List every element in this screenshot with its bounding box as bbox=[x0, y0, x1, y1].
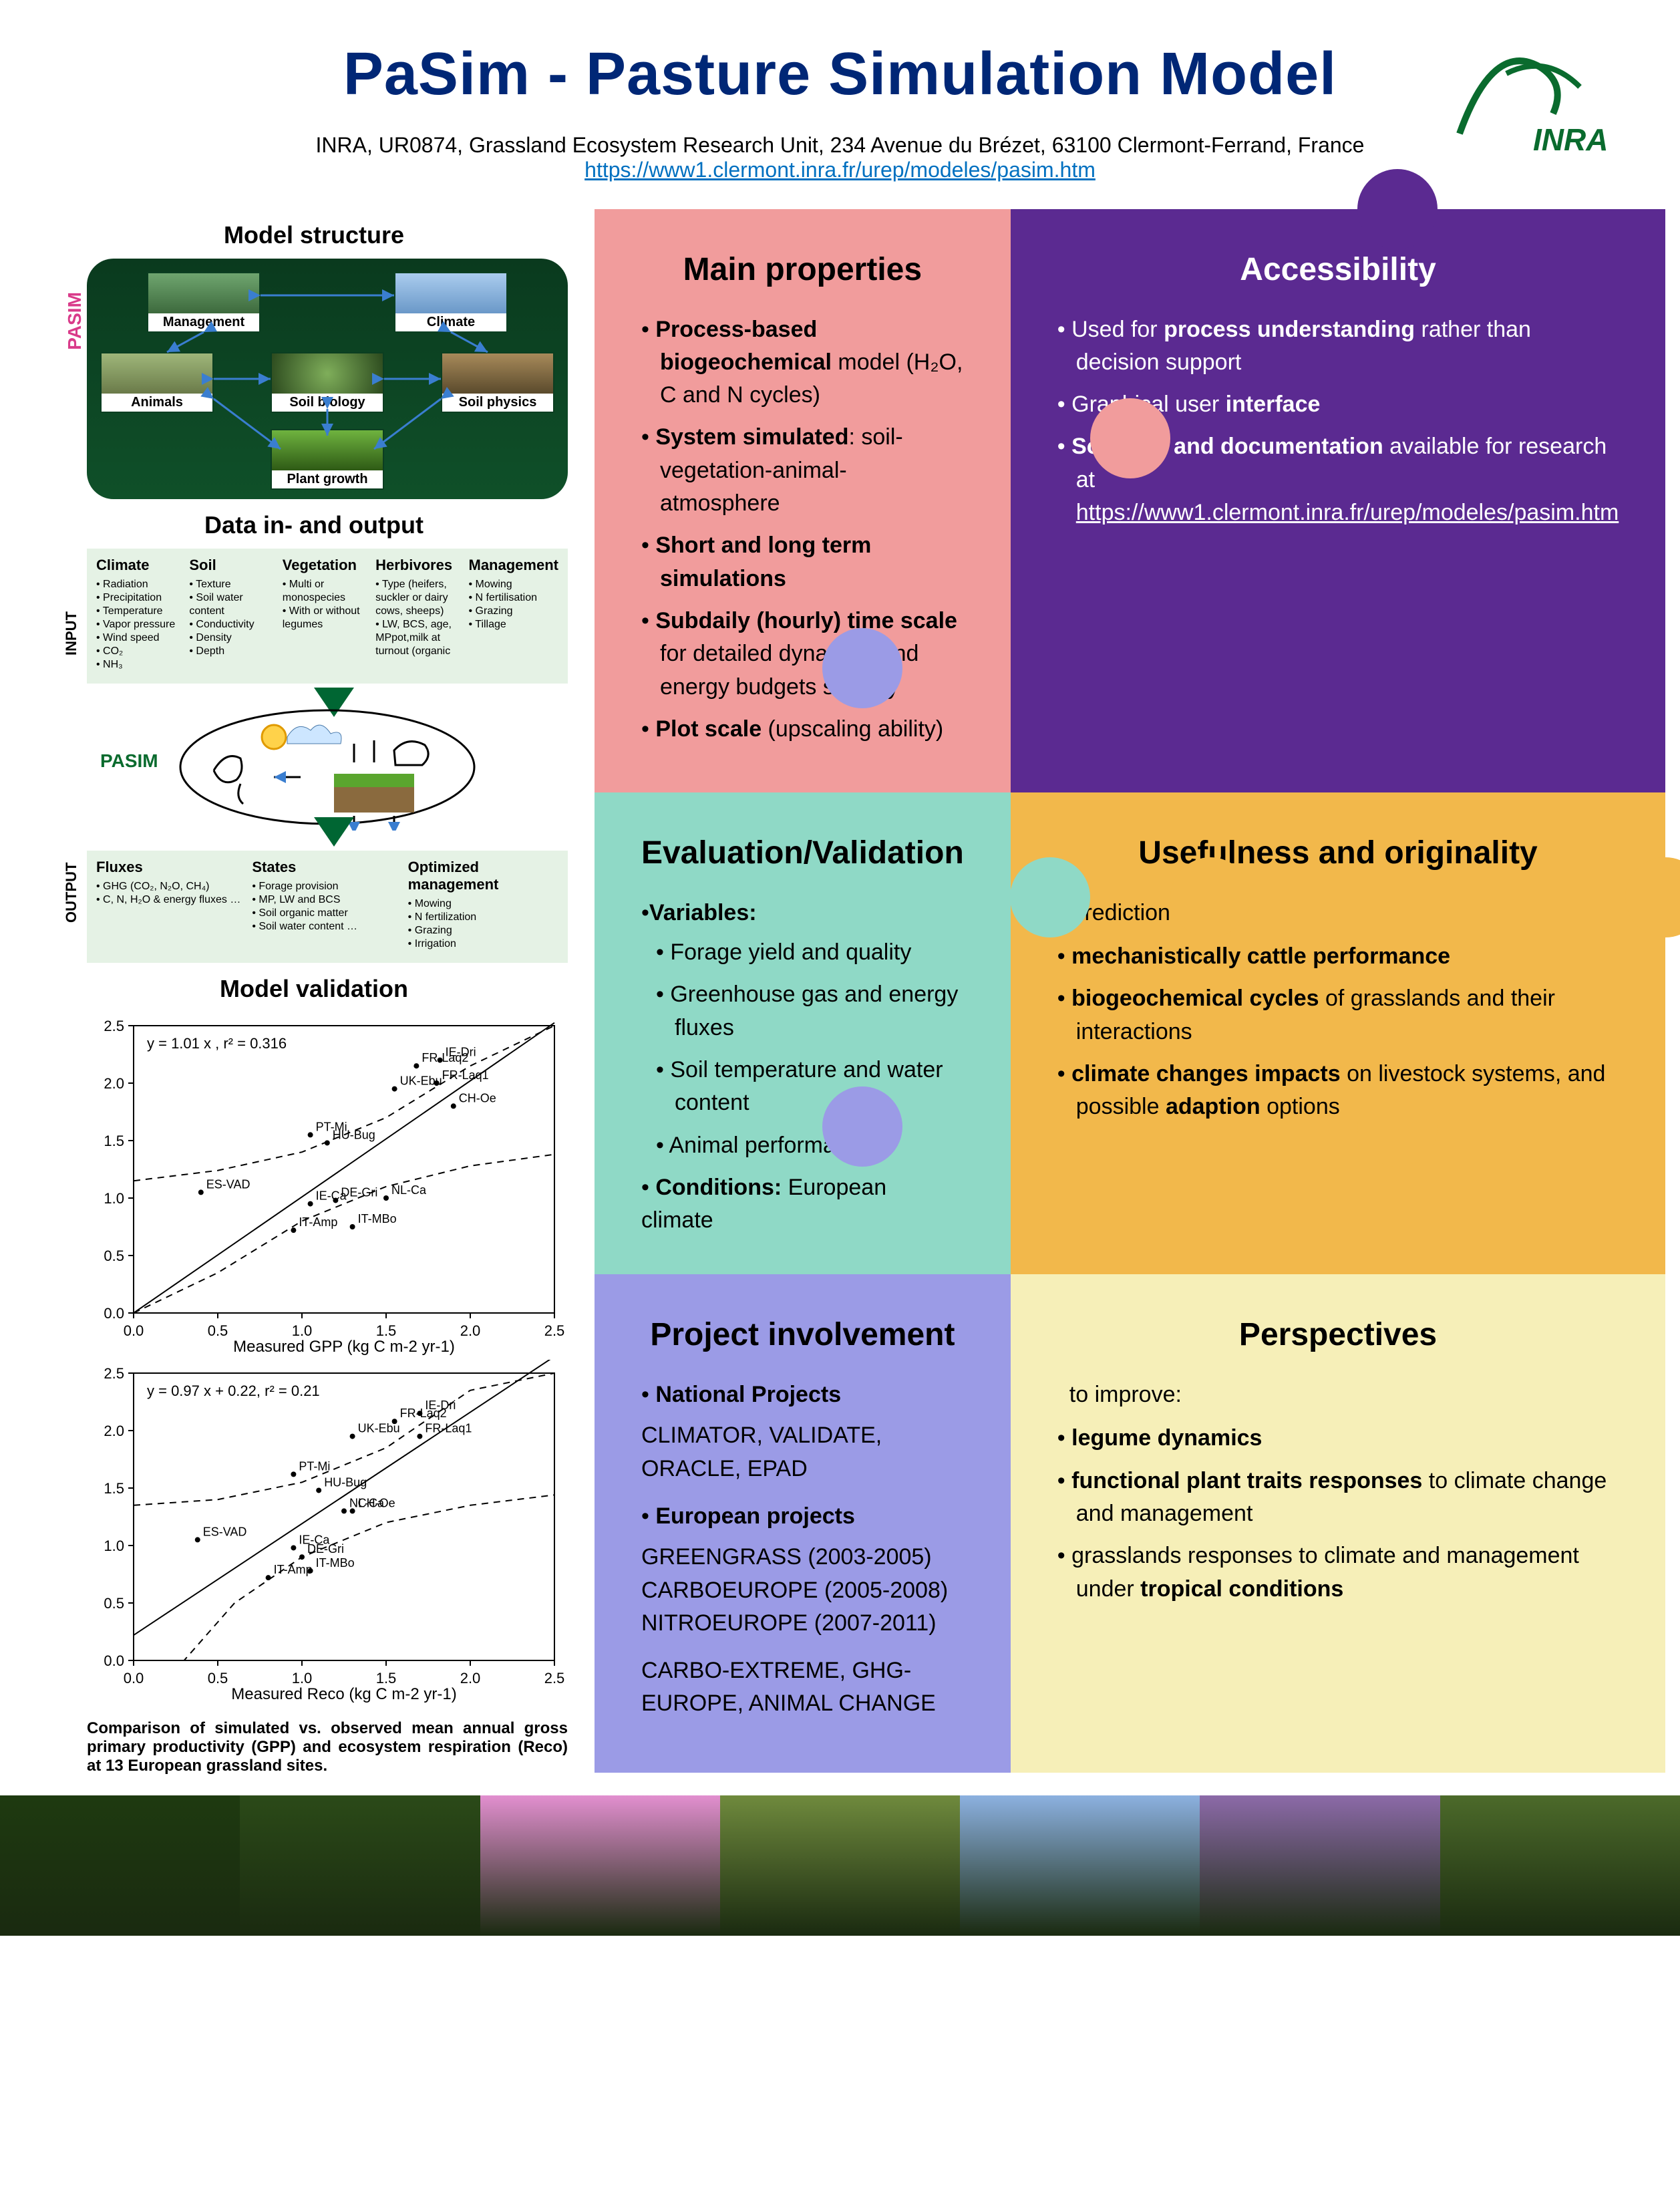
page-title: PaSim - Pasture Simulation Model bbox=[60, 40, 1620, 109]
puzzle-accessibility: AccessibilityUsed for process understand… bbox=[1011, 209, 1666, 792]
puzzle-projects: Project involvement• National ProjectsCL… bbox=[595, 1274, 1011, 1772]
svg-text:0.5: 0.5 bbox=[208, 1322, 228, 1339]
io-middle: PASIM bbox=[87, 684, 568, 851]
svg-text:IT-Amp: IT-Amp bbox=[274, 1563, 313, 1576]
output-band: Fluxes• GHG (CO₂, N₂O, CH₄)• C, N, H₂O &… bbox=[87, 851, 568, 963]
chart-caption: Comparison of simulated vs. observed mea… bbox=[87, 1719, 568, 1775]
svg-text:Measured GPP (kg C m-2 yr-1): Measured GPP (kg C m-2 yr-1) bbox=[233, 1338, 455, 1356]
puzzle-main-properties: Main propertiesProcess-based biogeochemi… bbox=[595, 209, 1011, 792]
svg-text:IT-Amp: IT-Amp bbox=[299, 1215, 337, 1229]
svg-text:Measured Reco (kg C m-2 yr-1): Measured Reco (kg C m-2 yr-1) bbox=[231, 1685, 456, 1703]
model-node: Soil biology bbox=[271, 352, 384, 413]
svg-text:ES-VAD: ES-VAD bbox=[203, 1525, 247, 1538]
validation-chart-reco: 0.00.0 0.5 0.5 1.0 1.0 1.5 1.5 2.0 2.0 2.5 2.5 ES-V… bbox=[87, 1360, 568, 1707]
svg-text:DE-Gri: DE-Gri bbox=[307, 1542, 344, 1556]
svg-text:FR-Laq1: FR-Laq1 bbox=[425, 1422, 472, 1435]
svg-text:2.5: 2.5 bbox=[104, 1018, 124, 1034]
model-node: Animals bbox=[100, 352, 214, 413]
input-band: Climate• Radiation• Precipitation• Tempe… bbox=[87, 549, 568, 684]
svg-text:CH-Oe: CH-Oe bbox=[459, 1091, 496, 1105]
svg-text:0.5: 0.5 bbox=[104, 1595, 124, 1612]
svg-text:1.0: 1.0 bbox=[292, 1322, 313, 1339]
puzzle-usefulness: Usefulness and originalityPrediction of:… bbox=[1011, 792, 1666, 1274]
svg-text:PT-Mi: PT-Mi bbox=[299, 1459, 330, 1473]
svg-text:2.0: 2.0 bbox=[460, 1322, 481, 1339]
pasim-mid-label: PASIM bbox=[100, 750, 158, 772]
header: PaSim - Pasture Simulation Model INRA, U… bbox=[60, 40, 1620, 182]
svg-text:IE-Dri: IE-Dri bbox=[446, 1046, 476, 1059]
svg-text:0.0: 0.0 bbox=[124, 1670, 144, 1686]
io-diagram: INPUT Climate• Radiation• Precipitation•… bbox=[87, 549, 568, 963]
svg-text:1.5: 1.5 bbox=[376, 1322, 397, 1339]
svg-text:FR-Laq1: FR-Laq1 bbox=[442, 1068, 489, 1082]
svg-text:2.0: 2.0 bbox=[104, 1075, 124, 1092]
svg-text:IE-Dri: IE-Dri bbox=[425, 1399, 456, 1412]
svg-text:1.0: 1.0 bbox=[292, 1670, 313, 1686]
pasim-side-label: PASIM bbox=[64, 292, 86, 350]
svg-text:IT-MBo: IT-MBo bbox=[358, 1212, 397, 1225]
svg-text:ES-VAD: ES-VAD bbox=[206, 1177, 250, 1191]
affiliation-text: INRA, UR0874, Grassland Ecosystem Resear… bbox=[316, 133, 1365, 157]
svg-text:1.5: 1.5 bbox=[104, 1480, 124, 1497]
svg-text:IT-MBo: IT-MBo bbox=[316, 1556, 355, 1570]
svg-text:2.5: 2.5 bbox=[544, 1322, 565, 1339]
model-node: Plant growth bbox=[271, 429, 384, 490]
svg-text:0.5: 0.5 bbox=[208, 1670, 228, 1686]
svg-text:2.0: 2.0 bbox=[104, 1423, 124, 1439]
svg-text:2.5: 2.5 bbox=[544, 1670, 565, 1686]
svg-text:2.5: 2.5 bbox=[104, 1365, 124, 1382]
left-column: Model structure PASIM Management Climate… bbox=[60, 209, 568, 1775]
puzzle-perspectives: Perspectivesto improve:legume dynamicsfu… bbox=[1011, 1274, 1666, 1772]
model-structure-heading: Model structure bbox=[60, 221, 568, 249]
affiliation: INRA, UR0874, Grassland Ecosystem Resear… bbox=[60, 133, 1620, 182]
puzzle-area: Main propertiesProcess-based biogeochemi… bbox=[595, 209, 1665, 1775]
svg-text:NL-Ca: NL-Ca bbox=[391, 1183, 427, 1197]
io-heading: Data in- and output bbox=[60, 511, 568, 539]
output-label: OUTPUT bbox=[63, 863, 80, 923]
puzzle-evaluation: Evaluation/Validation•Variables:Forage y… bbox=[595, 792, 1011, 1274]
svg-text:CH-Oe: CH-Oe bbox=[358, 1496, 395, 1509]
svg-text:0.5: 0.5 bbox=[104, 1248, 124, 1264]
svg-text:HU-Bug: HU-Bug bbox=[324, 1475, 367, 1489]
svg-text:INRA: INRA bbox=[1533, 122, 1608, 157]
affiliation-link[interactable]: https://www1.clermont.inra.fr/urep/model… bbox=[584, 158, 1096, 182]
svg-text:0.0: 0.0 bbox=[104, 1305, 124, 1322]
model-node: Soil physics bbox=[441, 352, 554, 413]
svg-text:0.0: 0.0 bbox=[124, 1322, 144, 1339]
svg-text:1.5: 1.5 bbox=[104, 1133, 124, 1149]
photo-strip bbox=[0, 1795, 1680, 1936]
model-structure-diagram: Management Climate Animals Soil biology … bbox=[87, 259, 568, 499]
svg-text:PT-Mi: PT-Mi bbox=[316, 1120, 347, 1133]
model-node: Climate bbox=[394, 272, 508, 333]
svg-text:1.5: 1.5 bbox=[376, 1670, 397, 1686]
validation-chart-gpp: 0.00.0 0.5 0.5 1.0 1.0 1.5 1.5 2.0 2.0 2.5 2.5 ES-V… bbox=[87, 1012, 568, 1360]
validation-heading: Model validation bbox=[60, 975, 568, 1003]
urep-inra-logo: INRA bbox=[1446, 33, 1620, 167]
model-node: Management bbox=[147, 272, 261, 333]
svg-text:y = 1.01 x , r² = 0.316: y = 1.01 x , r² = 0.316 bbox=[147, 1035, 287, 1052]
svg-text:y = 0.97 x + 0.22, r² = 0.21: y = 0.97 x + 0.22, r² = 0.21 bbox=[147, 1382, 320, 1399]
svg-text:2.0: 2.0 bbox=[460, 1670, 481, 1686]
svg-text:DE-Gri: DE-Gri bbox=[341, 1185, 377, 1199]
input-label: INPUT bbox=[63, 611, 80, 655]
svg-text:1.0: 1.0 bbox=[104, 1537, 124, 1554]
svg-text:0.0: 0.0 bbox=[104, 1652, 124, 1669]
svg-text:1.0: 1.0 bbox=[104, 1190, 124, 1207]
